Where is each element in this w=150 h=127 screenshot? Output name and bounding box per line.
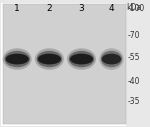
Text: kDa: kDa — [126, 3, 142, 12]
Text: -70: -70 — [128, 31, 140, 40]
Ellipse shape — [102, 54, 121, 64]
Text: 1: 1 — [14, 4, 20, 13]
Text: -100: -100 — [128, 4, 145, 13]
Ellipse shape — [67, 48, 96, 70]
Ellipse shape — [6, 54, 29, 64]
Ellipse shape — [38, 54, 61, 64]
Ellipse shape — [69, 51, 94, 67]
Ellipse shape — [3, 48, 32, 70]
Text: 2: 2 — [46, 4, 52, 13]
Ellipse shape — [35, 48, 64, 70]
Text: 3: 3 — [79, 4, 84, 13]
Ellipse shape — [37, 51, 62, 67]
Ellipse shape — [99, 48, 124, 70]
Ellipse shape — [101, 51, 122, 67]
FancyBboxPatch shape — [3, 4, 126, 124]
Text: 4: 4 — [109, 4, 114, 13]
Text: -35: -35 — [128, 97, 140, 106]
Ellipse shape — [4, 51, 30, 67]
FancyBboxPatch shape — [2, 3, 126, 126]
Text: -55: -55 — [128, 53, 140, 62]
Ellipse shape — [70, 54, 93, 64]
Text: -40: -40 — [128, 77, 140, 86]
